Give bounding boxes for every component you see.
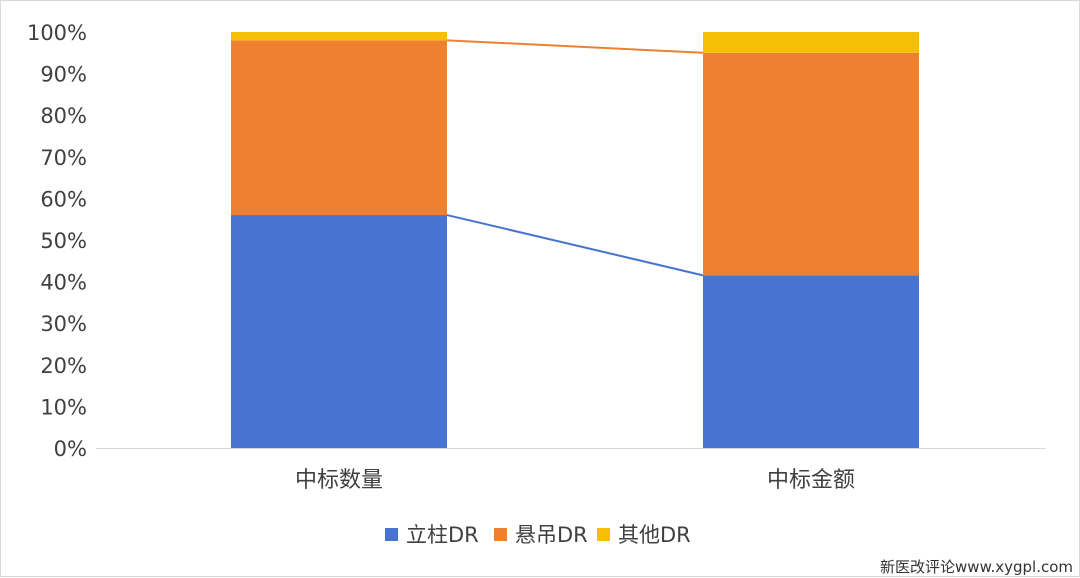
legend-label: 立柱DR (406, 523, 479, 547)
legend-label: 其他DR (618, 523, 691, 547)
connector-lines (446, 39, 704, 277)
y-tick-label: 90% (40, 63, 87, 87)
legend: 立柱DR 悬吊DR 其他DR (385, 523, 691, 547)
legend-label: 悬吊DR (515, 523, 588, 547)
y-tick-label: 60% (40, 187, 87, 211)
connector-line-2 (446, 39, 704, 54)
y-tick-label: 0% (54, 437, 87, 461)
x-category-label: 中标数量 (295, 468, 383, 493)
y-tick-label: 40% (40, 271, 87, 295)
y-tick-label: 50% (40, 229, 87, 253)
bar-segment-1-2 (703, 275, 919, 448)
bar-segment-2-1 (231, 40, 447, 216)
legend-swatch (597, 528, 610, 541)
y-tick-label: 20% (40, 354, 87, 378)
bars (231, 32, 919, 448)
watermark-text: 新医改评论www.xygpl.com (880, 558, 1073, 576)
bar-segment-3-2 (703, 32, 919, 53)
legend-swatch (385, 528, 398, 541)
y-tick-label: 30% (40, 312, 87, 336)
y-tick-label: 10% (40, 395, 87, 419)
bar-segment-2-2 (703, 52, 919, 276)
connector-line-1 (446, 214, 704, 277)
y-axis: 0% 10% 20% 30% 40% 50% 60% 70% 80% 90% 100% (27, 21, 1046, 461)
x-axis: 中标数量 中标金额 (295, 468, 855, 493)
y-tick-label: 80% (40, 104, 87, 128)
y-tick-label: 70% (40, 146, 87, 170)
legend-swatch (494, 528, 507, 541)
bar-segment-3-1 (231, 32, 447, 41)
x-category-label: 中标金额 (767, 468, 855, 493)
bar-segment-1-1 (231, 215, 447, 448)
y-tick-label: 100% (27, 21, 87, 45)
